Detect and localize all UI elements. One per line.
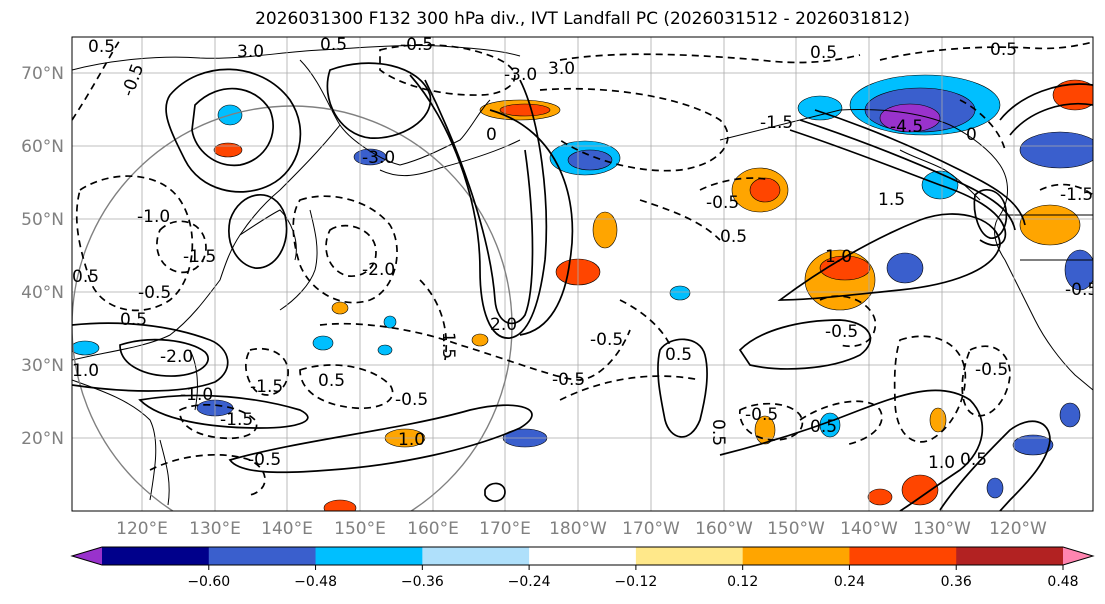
- contour-labels: 0.5 3.0 -0.5 -3.0 0.5 -0.5 0.5 3.0 0 0.5…: [72, 35, 1098, 473]
- contour-label: -4.5: [890, 117, 923, 137]
- contour-label: 0.5: [720, 227, 747, 247]
- contour-label: -1.5: [1060, 185, 1093, 205]
- contour-label: -1.0: [137, 207, 170, 227]
- lon-label: 170°E: [479, 519, 531, 539]
- region-circle: [72, 105, 513, 511]
- contour-label: 0: [966, 125, 977, 145]
- contour-label: -0.5: [706, 193, 739, 213]
- contour-label: 1.0: [72, 361, 99, 381]
- lon-label: 120°E: [116, 519, 168, 539]
- colorbar-segment: [315, 547, 423, 565]
- map-title: 2026031300 F132 300 hPa div., IVT Landfa…: [255, 9, 910, 29]
- colorbar-tick-label: −0.60: [187, 574, 230, 590]
- contour-label: 0.5: [810, 417, 837, 437]
- contour-label: -0.5: [395, 390, 428, 410]
- colorbar-outline: [70, 546, 1095, 566]
- contour-label: -0.5: [552, 370, 585, 390]
- contour-label: 0.5: [990, 40, 1017, 60]
- contour-label: 0.5: [320, 35, 347, 55]
- coastlines: [72, 44, 1093, 506]
- contour-label: -0.5: [138, 283, 171, 303]
- contour-label: 1.0: [825, 247, 852, 267]
- colorbar-segment: [742, 547, 850, 565]
- lat-label: 50°N: [21, 210, 64, 230]
- colorbar-segment: [102, 547, 210, 565]
- negative-contours: [72, 39, 1093, 496]
- colorbar-extension-max: [1063, 547, 1093, 565]
- contour-label: -3.0: [362, 148, 395, 168]
- colorbar-tick-label: −0.24: [508, 574, 551, 590]
- lat-label: 60°N: [21, 137, 64, 157]
- lon-label: 130°E: [189, 519, 241, 539]
- longitude-labels: 120°E 130°E 140°E 150°E 160°E 170°E 180°…: [116, 519, 1047, 539]
- lon-label: 160°E: [407, 519, 459, 539]
- colorbar-tick-label: 0.48: [1047, 574, 1078, 590]
- colorbar-extension-min: [72, 547, 102, 565]
- contour-label: 0.5: [810, 43, 837, 63]
- gridlines: [72, 37, 1093, 511]
- contour-label: 0.5: [708, 419, 728, 446]
- contour-label: -2.0: [160, 347, 193, 367]
- colorbar-tick-label: 0.36: [941, 574, 972, 590]
- colorbar-segment: [635, 547, 744, 565]
- colorbar-segment: [956, 547, 1064, 565]
- colorbar-segment: [208, 547, 317, 565]
- colorbar-tick-label: −0.48: [294, 574, 337, 590]
- latitude-labels: 70°N 60°N 50°N 40°N 30°N 20°N: [21, 64, 64, 449]
- contour-label: -0.5: [248, 450, 281, 470]
- contour-label: 1.0: [928, 453, 955, 473]
- lon-label: 120°W: [989, 519, 1047, 539]
- lat-label: 30°N: [21, 356, 64, 376]
- contour-label: 0.5: [72, 267, 99, 287]
- lon-label: 140°W: [840, 519, 898, 539]
- contour-label: -1.5: [760, 113, 793, 133]
- lon-label: 160°W: [695, 519, 753, 539]
- contour-label: -2.0: [362, 260, 395, 280]
- contour-label: 3.0: [548, 59, 575, 79]
- colorbar-tick-label: −0.12: [614, 574, 657, 590]
- contour-label: -1.5: [250, 377, 283, 397]
- lat-label: 70°N: [21, 64, 64, 84]
- contour-label: -0.5: [975, 360, 1008, 380]
- lat-label: 40°N: [21, 283, 64, 303]
- lon-label: 150°W: [767, 519, 825, 539]
- contour-label: 1.0: [398, 430, 425, 450]
- contour-label: 2.0: [490, 315, 517, 335]
- lat-label: 20°N: [21, 429, 64, 449]
- colorbar: −0.60 −0.48 −0.36 −0.24 −0.12 0.12 0.24 0.36 0.4…: [70, 546, 1095, 590]
- contour-label: -0.5: [1065, 280, 1098, 300]
- colorbar-tick-label: 0.12: [727, 574, 758, 590]
- colorbar-tick-label: 0.24: [834, 574, 865, 590]
- contour-label: 3.0: [237, 42, 264, 62]
- lon-label: 140°E: [261, 519, 313, 539]
- contour-label: 0.5: [120, 310, 147, 330]
- contour-label: 0.5: [88, 37, 115, 57]
- contour-label: 0.5: [665, 345, 692, 365]
- colorbar-tick-label: −0.36: [401, 574, 444, 590]
- contour-label: -0.5: [825, 322, 858, 342]
- contour-label: 0.5: [318, 371, 345, 391]
- contour-label: -1.5: [183, 247, 216, 267]
- contour-label: -3.0: [504, 65, 537, 85]
- positive-contours: [72, 62, 1093, 511]
- colorbar-segment: [422, 547, 530, 565]
- contour-label: -1.5: [220, 410, 253, 430]
- map-frame: [71, 36, 1094, 512]
- contour-label: 1.5: [438, 332, 458, 359]
- contour-label: 1.5: [878, 190, 905, 210]
- contour-label: -0.5: [400, 35, 433, 55]
- contour-label: 0: [486, 125, 497, 145]
- contour-label: 0.5: [960, 450, 987, 470]
- map-panel: 0.5 3.0 -0.5 -3.0 0.5 -0.5 0.5 3.0 0 0.5…: [72, 35, 1098, 511]
- lon-label: 150°E: [334, 519, 386, 539]
- lon-label: 130°W: [913, 519, 971, 539]
- contour-label: -0.5: [745, 405, 778, 425]
- contour-label: -1.0: [180, 385, 213, 405]
- lon-label: 170°W: [622, 519, 680, 539]
- contour-label: -0.5: [590, 330, 623, 350]
- colorbar-segment: [529, 547, 637, 565]
- colorbar-segment: [849, 547, 957, 565]
- lon-label: 180°W: [549, 519, 607, 539]
